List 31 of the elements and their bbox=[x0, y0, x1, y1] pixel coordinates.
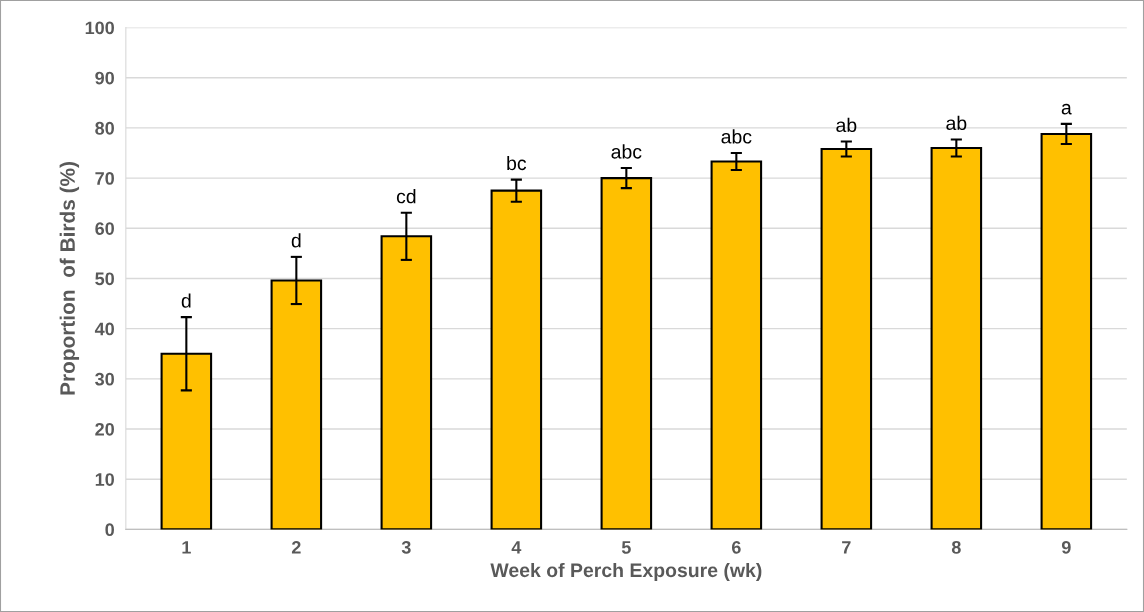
annotation: abc bbox=[611, 144, 642, 159]
x-tick-label: 9 bbox=[1061, 540, 1071, 554]
y-axis-title: Proportion of Birds (%) bbox=[59, 162, 80, 395]
y-tick-label: 20 bbox=[95, 422, 114, 436]
y-tick-label: 30 bbox=[95, 372, 114, 386]
annotation: cd bbox=[396, 189, 416, 204]
y-tick-label: 0 bbox=[105, 523, 114, 537]
annotation: ab bbox=[836, 117, 857, 133]
x-tick-label: 7 bbox=[842, 541, 851, 554]
y-tick-label: 100 bbox=[85, 21, 114, 35]
annotation: d bbox=[291, 233, 301, 248]
annotation: bc bbox=[507, 155, 527, 171]
x-tick-label: 4 bbox=[511, 541, 522, 554]
y-tick-label: 10 bbox=[95, 473, 114, 486]
y-tick-label: 90 bbox=[95, 71, 114, 85]
y-tick-label: 80 bbox=[95, 121, 114, 135]
annotation: a bbox=[1061, 103, 1072, 115]
x-axis-title: Week of Perch Exposure (wk) bbox=[490, 562, 762, 581]
x-tick-label: 8 bbox=[951, 540, 961, 554]
x-tick-label: 2 bbox=[291, 540, 301, 554]
x-tick-label: 5 bbox=[621, 541, 631, 554]
y-tick-label: 70 bbox=[95, 172, 114, 185]
x-tick-label: 3 bbox=[401, 540, 411, 554]
x-tick-label: 1 bbox=[182, 541, 191, 554]
x-tick-label: 6 bbox=[731, 540, 741, 554]
y-tick-label: 50 bbox=[95, 272, 114, 286]
annotation: d bbox=[181, 293, 191, 308]
annotation: abc bbox=[721, 129, 752, 144]
y-tick-label: 40 bbox=[94, 322, 114, 336]
annotation: ab bbox=[946, 115, 967, 131]
y-tick-label: 60 bbox=[95, 222, 114, 235]
